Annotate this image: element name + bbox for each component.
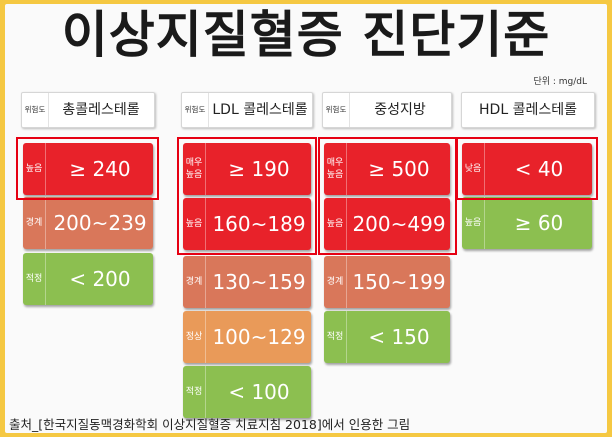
ldl-cell-borderline: 경계 130~159 [183, 256, 311, 308]
hdl-cell-low: 낮음 < 40 [462, 143, 592, 195]
level-label: 높음 [183, 198, 206, 250]
hdl-header-label: HDL 콜레스테롤 [479, 102, 577, 118]
level-label: 낮음 [462, 143, 485, 195]
level-label: 경계 [324, 256, 347, 308]
tg-cell-very-high: 매우 높음 ≥ 500 [324, 143, 450, 195]
ldl-header-label: LDL 콜레스테롤 [212, 102, 308, 118]
value-label: ≥ 190 [228, 157, 290, 181]
tc-header-label: 총콜레스테롤 [62, 102, 140, 118]
level-label: 적정 [324, 311, 347, 363]
value-label: 150~199 [352, 270, 446, 294]
value-label: 200~499 [352, 212, 446, 236]
tc-cell-borderline: 경계 200~239 [23, 197, 153, 249]
value-label: 160~189 [212, 212, 306, 236]
hdl-header: HDL 콜레스테롤 [461, 92, 595, 128]
tc-cell-optimal: 적정 < 200 [23, 253, 153, 305]
level-label: 적정 [183, 366, 206, 418]
hdl-cell-high: 높음 ≥ 60 [462, 197, 592, 249]
ldl-cell-optimal: 적정 < 100 [183, 366, 311, 418]
value-label: 100~129 [212, 325, 306, 349]
value-label: ≥ 500 [368, 157, 430, 181]
level-label: 적정 [23, 253, 46, 305]
level-label: 경계 [23, 197, 46, 249]
value-label: ≥ 240 [69, 157, 131, 181]
level-label: 높음 [324, 198, 347, 250]
risk-label: 위험도 [323, 93, 350, 127]
ldl-header: 위험도 LDL 콜레스테롤 [181, 92, 313, 128]
value-label: < 150 [368, 325, 430, 349]
level-label: 매우 높음 [183, 143, 206, 195]
source-caption: 출처_[한국지질동맥경화학회 이상지질혈증 치료지침 2018]에서 인용한 그… [9, 417, 411, 432]
value-label: < 40 [514, 157, 564, 181]
level-label: 정상 [183, 311, 206, 363]
level-label: 경계 [183, 256, 206, 308]
value-label: ≥ 60 [514, 211, 564, 235]
tg-cell-borderline: 경계 150~199 [324, 256, 450, 308]
tg-cell-optimal: 적정 < 150 [324, 311, 450, 363]
level-label: 높음 [23, 143, 46, 195]
value-label: 130~159 [212, 270, 306, 294]
risk-label: 위험도 [182, 93, 209, 127]
tc-header: 위험도 총콜레스테롤 [21, 92, 155, 128]
value-label: 200~239 [53, 211, 147, 235]
unit-label: 단위 : mg/dL [533, 77, 587, 87]
value-label: < 200 [69, 267, 131, 291]
ldl-cell-high: 높음 160~189 [183, 198, 311, 250]
tg-header-label: 중성지방 [374, 102, 426, 118]
tg-cell-high: 높음 200~499 [324, 198, 450, 250]
risk-label: 위험도 [22, 93, 49, 127]
ldl-cell-very-high: 매우 높음 ≥ 190 [183, 143, 311, 195]
tc-cell-high: 높음 ≥ 240 [23, 143, 153, 195]
tg-header: 위험도 중성지방 [322, 92, 452, 128]
level-label: 매우 높음 [324, 143, 347, 195]
page-title: 이상지질혈증 진단기준 [61, 6, 551, 64]
value-label: < 100 [228, 380, 290, 404]
slide-canvas: 이상지질혈증 진단기준 단위 : mg/dL 위험도 총콜레스테롤 높음 ≥ 2… [5, 4, 607, 433]
level-label: 높음 [462, 197, 485, 249]
ldl-cell-normal: 정상 100~129 [183, 311, 311, 363]
